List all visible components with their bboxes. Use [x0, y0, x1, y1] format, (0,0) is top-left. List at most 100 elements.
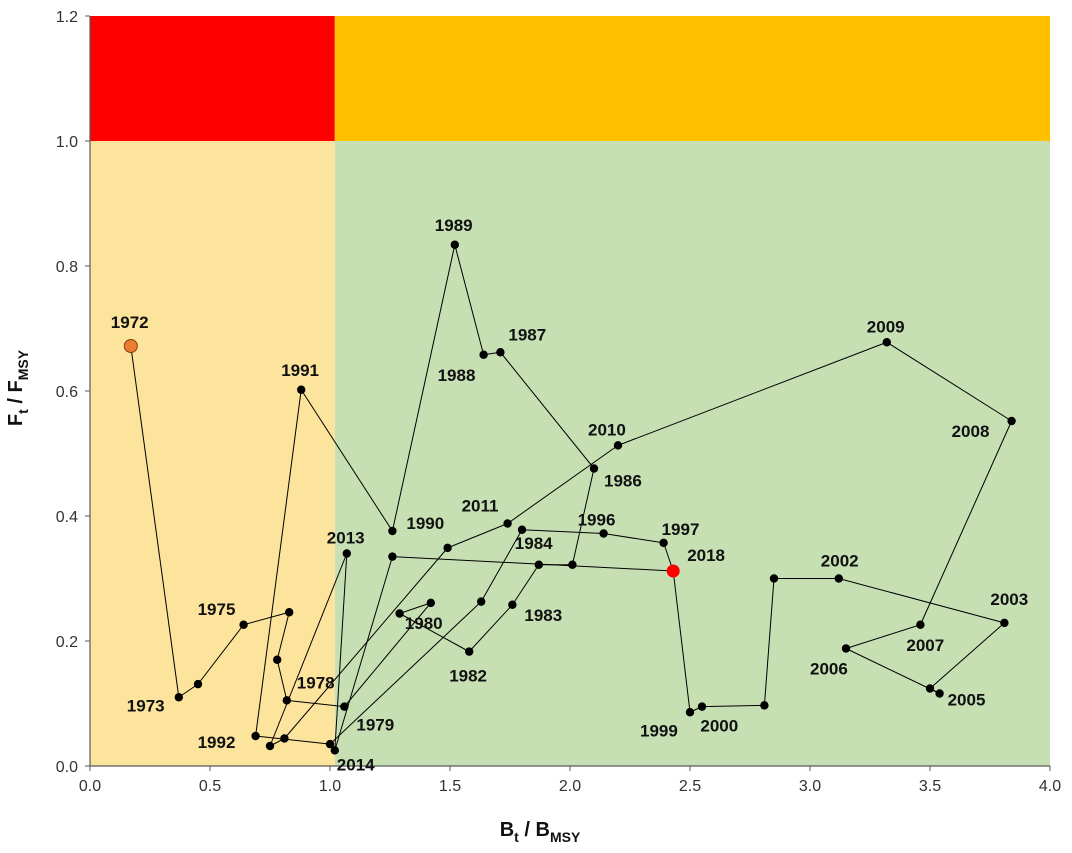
trajectory-points [123, 240, 1016, 755]
point-1980 [426, 598, 435, 608]
x-tick-label: 0.5 [199, 778, 221, 795]
year-label-2000: 2000 [700, 716, 738, 735]
trajectory-segment [284, 547, 448, 739]
zone-3 [334, 16, 1050, 141]
point-1995 [517, 525, 527, 534]
x-tick-label: 3.5 [919, 778, 941, 795]
year-label-2018: 2018 [687, 546, 725, 565]
point-2010 [613, 441, 623, 450]
year-label-1975: 1975 [198, 600, 236, 619]
year-label-1987: 1987 [508, 325, 546, 344]
year-label-2005: 2005 [948, 691, 986, 710]
year-label-1989: 1989 [435, 216, 473, 235]
point-1993 [325, 739, 335, 749]
year-label-2003: 2003 [990, 590, 1028, 609]
year-label-2010: 2010 [588, 420, 626, 439]
point-1978 [282, 696, 291, 705]
year-label-1972: 1972 [111, 313, 149, 332]
point-1996 [599, 529, 608, 538]
point-2000 [760, 701, 769, 710]
y-tick-label: 0.0 [56, 759, 78, 776]
year-label-1978: 1978 [297, 673, 335, 692]
trajectory-segment [701, 704, 765, 708]
axes-layer [85, 15, 1051, 771]
year-label-2007: 2007 [906, 636, 944, 655]
trajectory-segment [763, 578, 775, 706]
point-1974 [193, 679, 203, 689]
x-tick-label: 4.0 [1039, 778, 1061, 795]
point-2012 [443, 543, 452, 553]
point-2006 [841, 644, 851, 653]
y-tick-label: 0.4 [56, 509, 78, 526]
year-label-1982: 1982 [449, 667, 487, 686]
trajectory-segment [500, 351, 595, 469]
trajectory-segment [344, 602, 432, 707]
point-1986 [589, 464, 599, 473]
point-1975 [239, 620, 248, 629]
point-2018 [666, 564, 680, 578]
point-1985 [568, 560, 577, 569]
year-label-2006: 2006 [810, 660, 848, 679]
x-tick-label: 1.0 [319, 778, 341, 795]
trajectory-segment [838, 578, 1005, 624]
point-2012c [265, 741, 275, 751]
year-label-1999: 1999 [640, 721, 678, 740]
trajectory-segment [130, 345, 180, 698]
y-axis-title: Ft / FMSY [5, 349, 31, 426]
trajectory-segment [391, 244, 456, 532]
trajectory-segment [603, 533, 664, 544]
point-1990 [388, 526, 397, 536]
point-1991 [297, 385, 306, 394]
trajectory-segment [276, 659, 288, 701]
trajectory-segment [243, 611, 290, 626]
y-tick-label: 1.2 [56, 9, 78, 26]
trajectory-segment [276, 612, 290, 660]
point-2005 [935, 689, 944, 698]
point-1979 [340, 702, 349, 711]
trajectory-segment [269, 553, 348, 747]
year-label-2002: 2002 [821, 552, 859, 571]
y-tick-label: 0.6 [56, 384, 78, 401]
year-label-1996: 1996 [578, 511, 616, 530]
trajectory-segment [672, 570, 691, 713]
year-label-1973: 1973 [127, 696, 165, 715]
zone-1 [334, 141, 1050, 766]
year-label-1983: 1983 [524, 606, 562, 625]
point-1982 [465, 647, 474, 656]
year-label-1990: 1990 [406, 514, 444, 533]
point-1976 [285, 608, 294, 617]
year-label-1979: 1979 [356, 716, 394, 735]
trajectory-segment [392, 556, 674, 572]
year-label-2011: 2011 [462, 497, 499, 516]
point-1981 [395, 609, 404, 618]
trajectory-segment [197, 624, 244, 685]
trajectory-segment [919, 420, 1013, 625]
point-1983 [508, 600, 517, 609]
year-label-1992: 1992 [198, 733, 236, 752]
trajectory-segment [511, 564, 540, 606]
trajectory-segment [286, 699, 345, 708]
point-2009 [882, 338, 891, 347]
year-label-1991: 1991 [281, 361, 319, 380]
trajectory-segment [468, 604, 513, 652]
point-1973 [174, 693, 183, 702]
point-1989 [450, 240, 459, 249]
x-tick-label: 3.0 [799, 778, 821, 795]
point-2011 [503, 519, 512, 528]
point-2012b [280, 734, 289, 743]
point-1984 [534, 560, 543, 569]
point-1999 [685, 708, 695, 717]
point-2003 [1000, 618, 1009, 628]
year-labels: 1972 1973 1975 1978 1979 1980 1982 1983 1984 1986… [111, 216, 1028, 775]
trajectory-segment [329, 601, 482, 745]
year-label-2009: 2009 [867, 317, 905, 336]
trajectory-segment [845, 648, 940, 694]
trajectory-lines [130, 244, 1013, 751]
trajectory-segment [399, 602, 431, 614]
y-tick-label: 1.0 [56, 134, 78, 151]
point-2014 [330, 746, 339, 755]
zone-0 [90, 141, 335, 766]
year-label-2008: 2008 [952, 422, 990, 441]
trajectory-segment [845, 624, 921, 649]
